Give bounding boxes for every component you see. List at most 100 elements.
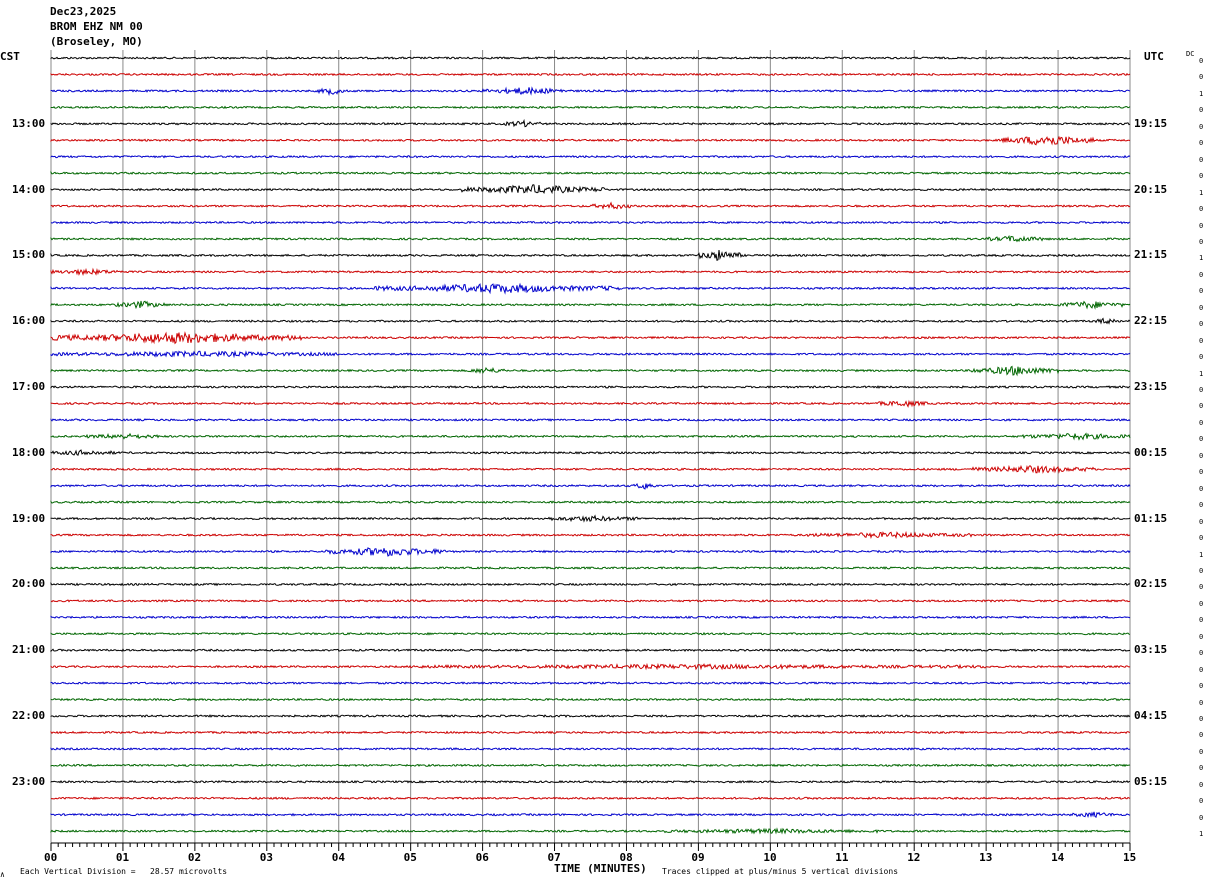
right-hour-label: 22:15 <box>1134 314 1168 328</box>
x-tick-label: 07 <box>547 851 561 864</box>
dc-value: 0 <box>1199 270 1204 279</box>
left-hour-label: 18:00 <box>12 445 46 459</box>
x-tick-label: 15 <box>1123 851 1137 864</box>
dc-value: 0 <box>1199 813 1204 822</box>
dc-value: 0 <box>1199 139 1204 148</box>
right-hour-label: 05:15 <box>1134 774 1168 788</box>
seismic-trace <box>50 317 1131 325</box>
seismic-trace <box>50 514 1131 523</box>
dc-value: 0 <box>1199 764 1204 773</box>
seismic-trace <box>50 235 1131 243</box>
right-hour-label: 23:15 <box>1134 380 1168 393</box>
x-tick-label: 05 <box>403 851 417 864</box>
dc-value: 0 <box>1199 57 1204 65</box>
seismic-trace <box>50 662 1131 671</box>
right-timezone-label: UTC <box>1144 50 1164 63</box>
dc-value: 0 <box>1199 566 1204 575</box>
dc-value: 0 <box>1199 172 1204 181</box>
seismic-trace <box>50 599 1131 603</box>
dc-value: 0 <box>1199 731 1204 740</box>
seismic-trace <box>50 201 1131 210</box>
x-tick-label: 01 <box>115 851 130 864</box>
seismic-trace <box>50 118 1131 128</box>
dc-value: 1 <box>1199 89 1204 98</box>
left-hour-label: 22:00 <box>12 709 46 722</box>
plot-date: Dec23,2025 <box>50 5 117 18</box>
dc-value: 0 <box>1199 418 1204 427</box>
x-tick-label: 14 <box>1051 851 1065 864</box>
dc-value: 0 <box>1199 616 1204 625</box>
seismic-trace <box>50 105 1131 110</box>
seismic-trace <box>50 582 1131 587</box>
clip-note: Traces clipped at plus/minus 5 vertical … <box>662 867 899 876</box>
dc-value: 0 <box>1199 517 1204 526</box>
x-tick-label: 12 <box>907 851 921 864</box>
dc-value: 0 <box>1199 632 1204 641</box>
seismic-trace <box>50 154 1131 159</box>
seismic-trace <box>50 418 1131 422</box>
dc-value: 0 <box>1199 484 1204 493</box>
dc-value: 0 <box>1199 386 1204 394</box>
left-hour-label: 14:00 <box>12 182 46 196</box>
x-tick-label: 04 <box>331 851 345 864</box>
seismic-trace <box>50 500 1131 504</box>
right-hour-label: 03:15 <box>1134 643 1168 657</box>
x-tick-label: 06 <box>475 851 489 864</box>
dc-value: 0 <box>1199 221 1204 230</box>
x-tick-label: 08 <box>619 851 633 864</box>
seismic-trace <box>50 730 1131 735</box>
seismic-trace <box>50 697 1131 702</box>
dc-value: 0 <box>1199 435 1204 444</box>
dc-value: 0 <box>1199 501 1204 510</box>
dc-value: 0 <box>1199 73 1204 82</box>
seismic-trace <box>50 631 1131 636</box>
seismic-trace <box>50 267 1131 276</box>
seismic-trace <box>50 385 1131 389</box>
seismic-trace <box>50 566 1131 570</box>
left-hour-label: 13:00 <box>12 116 46 130</box>
dc-value: 0 <box>1199 682 1204 691</box>
dc-value: 0 <box>1199 205 1204 214</box>
dc-value: 0 <box>1199 155 1204 164</box>
right-hour-label: 21:15 <box>1134 248 1168 262</box>
seismic-trace <box>50 648 1131 653</box>
x-tick-label: 02 <box>187 851 202 864</box>
seismic-trace <box>50 399 1131 408</box>
dc-value: 0 <box>1199 534 1204 543</box>
dc-value: 0 <box>1199 287 1204 296</box>
dc-value: 0 <box>1199 649 1204 658</box>
seismic-trace <box>50 300 1131 310</box>
station-code: BROM EHZ NM 00 <box>50 20 143 33</box>
dc-value: 0 <box>1199 780 1204 789</box>
seismic-trace <box>50 184 1131 195</box>
x-tick-label: 10 <box>763 851 777 864</box>
seismic-trace <box>50 811 1131 819</box>
seismic-trace <box>50 530 1131 540</box>
dc-value: 0 <box>1199 797 1204 806</box>
seismic-trace <box>50 714 1131 718</box>
left-hour-label: 19:00 <box>12 511 46 525</box>
seismic-trace <box>50 282 1131 295</box>
seismic-trace <box>50 220 1131 225</box>
right-hour-label: 00:15 <box>1134 445 1168 459</box>
dc-value: 0 <box>1199 320 1204 329</box>
right-hour-label: 04:15 <box>1134 709 1168 722</box>
dc-value: 1 <box>1199 369 1204 378</box>
seismic-trace <box>50 56 1131 60</box>
seismic-trace <box>50 796 1131 801</box>
left-hour-label: 20:00 <box>12 577 46 591</box>
dc-header: DC <box>1186 50 1195 58</box>
dc-value: 0 <box>1199 468 1204 477</box>
dc-value: 1 <box>1199 188 1204 197</box>
dc-value: 0 <box>1199 336 1204 345</box>
dc-value: 0 <box>1199 303 1204 312</box>
left-hour-label: 16:00 <box>12 314 46 328</box>
x-axis-title: TIME (MINUTES) <box>554 862 647 875</box>
right-hour-label: 01:15 <box>1134 511 1168 525</box>
seismic-trace <box>50 170 1131 175</box>
dc-value: 0 <box>1199 106 1204 115</box>
right-hour-label: 02:15 <box>1134 577 1168 591</box>
left-hour-label: 23:00 <box>12 774 46 788</box>
dc-value: 0 <box>1199 237 1204 246</box>
